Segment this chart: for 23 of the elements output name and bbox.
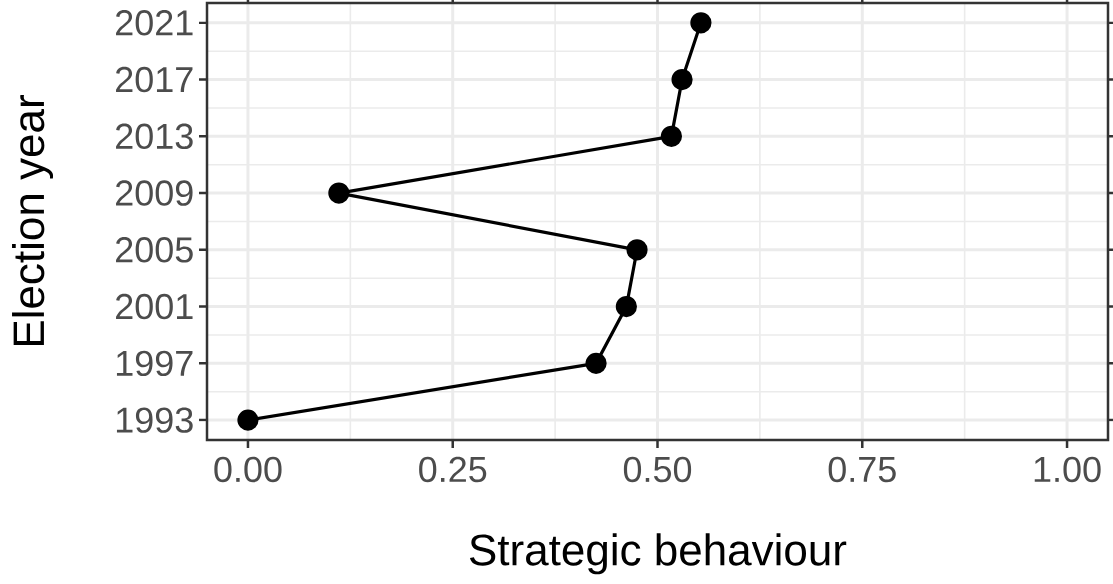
point	[585, 352, 607, 374]
y-axis-title: Election year	[12, 95, 54, 346]
x-tick-label: 0.00	[214, 456, 282, 483]
x-axis-title: Strategic behaviour	[469, 533, 847, 575]
y-tick-label: 2017	[116, 66, 193, 93]
y-tick-label: 2013	[116, 123, 193, 150]
point	[690, 12, 712, 34]
x-tick-label: 0.50	[623, 456, 692, 483]
point	[660, 125, 683, 147]
x-tick-label: 0.25	[419, 456, 487, 483]
point	[626, 239, 648, 261]
y-tick-label: 2001	[116, 293, 193, 320]
y-tick-label: 1993	[116, 407, 193, 433]
y-tick-label: 1997	[116, 350, 193, 377]
x-tick-label: 1.00	[1034, 456, 1101, 483]
y-tick-label: 2021	[116, 10, 193, 36]
y-tick-label: 2009	[116, 180, 193, 206]
point	[671, 69, 693, 91]
point	[237, 409, 259, 431]
point	[615, 296, 637, 318]
point	[328, 182, 350, 204]
y-tick-label: 2005	[116, 237, 193, 263]
x-tick-label: 0.75	[828, 456, 896, 483]
